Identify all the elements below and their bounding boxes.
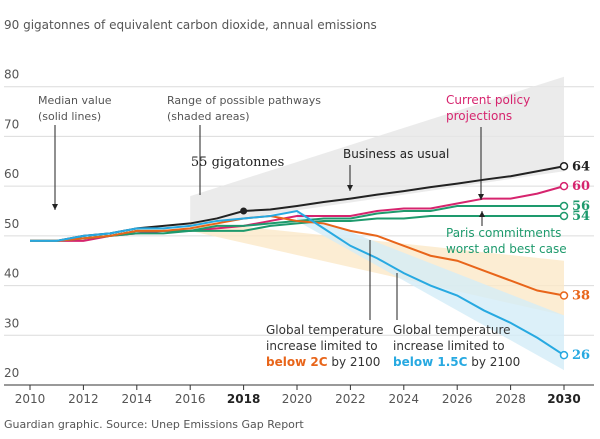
end-marker xyxy=(559,350,569,360)
footer: Guardian graphic. Source: Unep Emissions… xyxy=(4,418,304,431)
x-tick-label: 2024 xyxy=(389,392,420,406)
series-label: worst and best case xyxy=(446,242,567,256)
annotation: Median value xyxy=(38,94,112,107)
y-tick-label: 50 xyxy=(4,217,19,231)
series-line xyxy=(30,209,565,357)
series-label: projections xyxy=(446,109,512,123)
series-name: below 2C xyxy=(266,355,328,369)
end-marker xyxy=(559,211,569,221)
y-tick-label: 60 xyxy=(4,167,19,181)
series-label: Paris commitments xyxy=(446,226,561,240)
end-label: 38 xyxy=(572,289,590,304)
y-tick-label: 20 xyxy=(4,366,19,380)
x-tick-label: 2030 xyxy=(547,392,580,406)
y-tick-label: 80 xyxy=(4,68,19,82)
series-label-end: by 2100 xyxy=(328,355,381,369)
series-label: below 2C by 2100 xyxy=(266,355,380,369)
annotation: Range of possible pathways xyxy=(167,94,321,107)
series-line xyxy=(30,214,565,297)
y-tick-label: 90 gigatonnes of equivalent carbon dioxi… xyxy=(4,18,377,32)
y-tick-label: 40 xyxy=(4,267,19,281)
end-marker xyxy=(559,291,569,300)
x-tick-label: 2012 xyxy=(68,392,99,406)
pointer-head xyxy=(479,211,485,217)
annotation: (solid lines) xyxy=(38,110,101,123)
x-tick-label: 2018 xyxy=(227,392,260,406)
x-tick-label: 2020 xyxy=(282,392,313,406)
x-tick-label: 2028 xyxy=(495,392,526,406)
end-label: 60 xyxy=(572,179,590,194)
pointer-head xyxy=(478,194,484,200)
series-label: Global temperature xyxy=(393,323,511,337)
pointer-head xyxy=(347,185,353,191)
end-marker xyxy=(559,162,569,171)
x-tick-label: 2014 xyxy=(122,392,153,406)
series-name: below 1.5C xyxy=(393,355,468,369)
y-tick-label: 70 xyxy=(4,117,19,131)
series-label: increase limited to xyxy=(266,339,378,353)
series-label: increase limited to xyxy=(393,339,505,353)
end-label: 54 xyxy=(572,209,590,224)
highlight-dot xyxy=(240,207,248,215)
x-tick-label: 2026 xyxy=(442,392,473,406)
highlight-label: 55 gigatonnes xyxy=(191,155,284,170)
series-label-end: by 2100 xyxy=(467,355,520,369)
series-label: Current policy xyxy=(446,93,530,107)
y-tick-label: 30 xyxy=(4,316,19,330)
end-label: 56 xyxy=(572,199,590,214)
x-tick-label: 2010 xyxy=(15,392,46,406)
range-band xyxy=(297,211,564,371)
end-marker xyxy=(559,181,569,191)
series-label: below 1.5C by 2100 xyxy=(393,355,520,369)
pointer-head xyxy=(52,204,58,210)
end-label: 26 xyxy=(572,348,590,363)
end-label: 64 xyxy=(572,159,590,174)
end-marker xyxy=(559,201,569,211)
series-label: Global temperature xyxy=(266,323,384,337)
x-tick-label: 2022 xyxy=(335,392,366,406)
annotation: (shaded areas) xyxy=(167,110,250,123)
series-label: Business as usual xyxy=(343,147,449,161)
range-band xyxy=(190,76,564,226)
x-tick-label: 2016 xyxy=(175,392,206,406)
